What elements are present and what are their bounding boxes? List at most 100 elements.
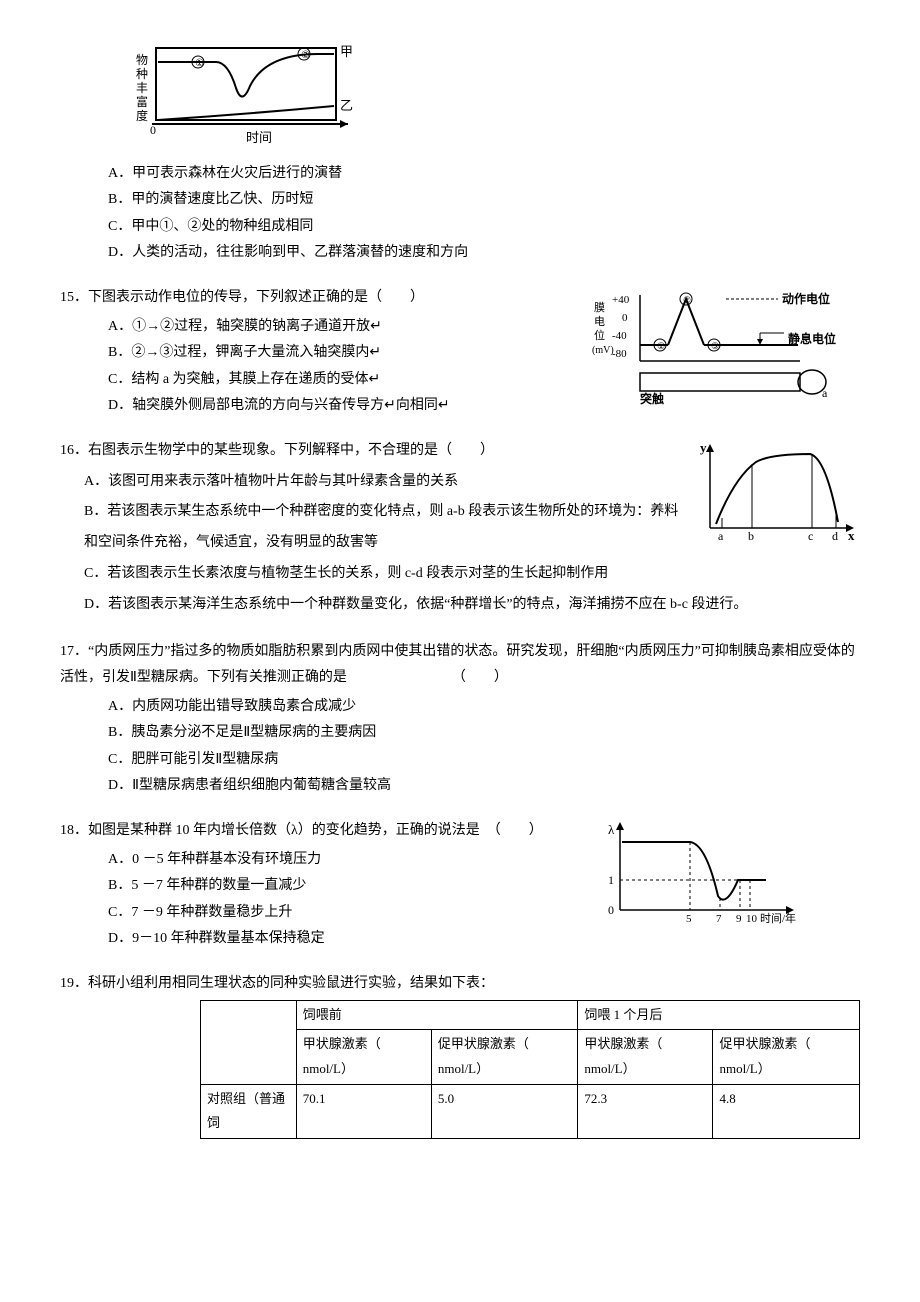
option-B-text: 5 －7 年种群的数量一直减少 bbox=[131, 878, 306, 893]
option-B: B．胰岛素分泌不足是Ⅱ型糖尿病的主要病因 bbox=[108, 720, 860, 747]
y-axis-label: 物 bbox=[136, 53, 148, 67]
question-15: +40 0 -40 -80 膜 电 位 (mV) ① ② ③ 动作电位 静息电位… bbox=[60, 285, 860, 420]
q16-stem-text: 右图表示生物学中的某些现象。下列解释中，不合理的是（ ） bbox=[88, 443, 494, 458]
q17-stem-text: “内质网压力”指过多的物质如脂肪积累到内质网中使其出错的状态。研究发现，肝细胞“… bbox=[60, 644, 855, 686]
svg-text:-80: -80 bbox=[612, 348, 627, 360]
svg-text:λ: λ bbox=[608, 822, 615, 837]
svg-text:(mV): (mV) bbox=[592, 345, 614, 356]
q19-stem: 19．科研小组利用相同生理状态的同种实验鼠进行实验，结果如下表： bbox=[60, 971, 860, 998]
option-A: A．甲可表示森林在火灾后进行的演替 bbox=[108, 161, 860, 188]
svg-text:b: b bbox=[748, 529, 754, 543]
option-A-text: 内质网功能出错导致胰岛素合成减少 bbox=[132, 699, 356, 714]
option-D-text: Ⅱ型糖尿病患者组织细胞内葡萄糖含量较高 bbox=[132, 778, 391, 793]
q16-figure: y x a b c d bbox=[690, 438, 860, 559]
svg-text:a: a bbox=[822, 386, 828, 400]
option-D-text: 若该图表示某海洋生态系统中一个种群数量变化，依据“种群增长”的特点，海洋捕捞不应… bbox=[108, 597, 747, 612]
row-head: 对照组（普通饲 bbox=[201, 1084, 297, 1138]
option-C-text: 结构 a 为突触，其膜上存在递质的受体↵ bbox=[131, 372, 380, 387]
q18-stem-text: 如图是某种群 10 年内增长倍数（λ）的变化趋势，正确的说法是 （ ） bbox=[88, 823, 543, 838]
svg-text:10: 10 bbox=[746, 913, 758, 925]
option-A: A．内质网功能出错导致胰岛素合成减少 bbox=[108, 694, 860, 721]
svg-text:动作电位: 动作电位 bbox=[782, 291, 830, 306]
option-B-text: 胰岛素分泌不足是Ⅱ型糖尿病的主要病因 bbox=[131, 725, 376, 740]
q17-stem: 17．“内质网压力”指过多的物质如脂肪积累到内质网中使其出错的状态。研究发现，肝… bbox=[60, 639, 860, 692]
blank-head bbox=[201, 1000, 297, 1084]
option-B-text: ②→③过程，钾离子大量流入轴突膜内↵ bbox=[131, 345, 381, 360]
option-B-text: 若该图表示某生态系统中一个种群密度的变化特点，则 a-b 段表示该生物所处的环境… bbox=[84, 504, 678, 550]
col-1: 促甲状腺激素（ nmol/L） bbox=[431, 1030, 577, 1084]
q14-options: A．甲可表示森林在火灾后进行的演替 B．甲的演替速度比乙快、历时短 C．甲中①、… bbox=[108, 161, 860, 267]
svg-text:1: 1 bbox=[608, 873, 614, 887]
option-A-text: ①→②过程，轴突膜的钠离子通道开放↵ bbox=[132, 319, 382, 334]
option-C-text: 甲中①、②处的物种组成相同 bbox=[131, 219, 313, 234]
svg-text:③: ③ bbox=[711, 341, 719, 351]
q19-table: 饲喂前 饲喂 1 个月后 甲状腺激素（ nmol/L） 促甲状腺激素（ nmol… bbox=[200, 1000, 860, 1139]
svg-text:0: 0 bbox=[150, 123, 156, 137]
svg-text:甲: 甲 bbox=[340, 44, 353, 59]
svg-text:突触: 突触 bbox=[640, 391, 664, 405]
q19-stem-text: 科研小组利用相同生理状态的同种实验鼠进行实验，结果如下表： bbox=[88, 976, 494, 991]
svg-text:静息电位: 静息电位 bbox=[788, 331, 836, 346]
svg-text:①: ① bbox=[195, 58, 204, 69]
svg-text:②: ② bbox=[301, 50, 310, 61]
col-0: 甲状腺激素（ nmol/L） bbox=[296, 1030, 431, 1084]
cell-1: 5.0 bbox=[431, 1084, 577, 1138]
svg-text:乙: 乙 bbox=[340, 98, 353, 113]
col-2: 甲状腺激素（ nmol/L） bbox=[578, 1030, 713, 1084]
svg-text:+40: +40 bbox=[612, 294, 630, 306]
q15-figure: +40 0 -40 -80 膜 电 位 (mV) ① ② ③ 动作电位 静息电位… bbox=[590, 285, 860, 416]
option-A-text: 甲可表示森林在火灾后进行的演替 bbox=[132, 166, 342, 181]
svg-text:y: y bbox=[700, 440, 707, 455]
svg-text:电: 电 bbox=[594, 315, 605, 328]
svg-text:丰: 丰 bbox=[136, 81, 148, 95]
svg-text:种: 种 bbox=[136, 67, 148, 81]
option-D: D．人类的活动，往往影响到甲、乙群落演替的速度和方向 bbox=[108, 240, 860, 267]
option-C-text: 7 －9 年种群数量稳步上升 bbox=[131, 905, 292, 920]
option-C: C．肥胖可能引发Ⅱ型糖尿病 bbox=[108, 747, 860, 774]
cell-0: 70.1 bbox=[296, 1084, 431, 1138]
svg-text:0: 0 bbox=[622, 312, 628, 324]
option-C: C．若该图表示生长素浓度与植物茎生长的关系，则 c-d 段表示对茎的生长起抑制作… bbox=[84, 559, 860, 590]
q17-options: A．内质网功能出错导致胰岛素合成减少 B．胰岛素分泌不足是Ⅱ型糖尿病的主要病因 … bbox=[108, 694, 860, 800]
svg-text:-40: -40 bbox=[612, 330, 627, 342]
q15-stem-text: 下图表示动作电位的传导，下列叙述正确的是（ ） bbox=[88, 290, 424, 305]
q18-figure: λ 1 0 5 7 9 10 时间/年 bbox=[590, 818, 800, 939]
table-head-row: 甲状腺激素（ nmol/L） 促甲状腺激素（ nmol/L） 甲状腺激素（ nm… bbox=[201, 1030, 860, 1084]
svg-text:位: 位 bbox=[594, 328, 605, 342]
svg-text:度: 度 bbox=[136, 108, 148, 123]
head-after: 饲喂 1 个月后 bbox=[578, 1000, 860, 1030]
option-D-text: 人类的活动，往往影响到甲、乙群落演替的速度和方向 bbox=[132, 245, 468, 260]
svg-text:时间/年: 时间/年 bbox=[760, 911, 796, 925]
option-D: D．Ⅱ型糖尿病患者组织细胞内葡萄糖含量较高 bbox=[108, 773, 860, 800]
svg-text:7: 7 bbox=[716, 913, 722, 925]
cell-2: 72.3 bbox=[578, 1084, 713, 1138]
svg-text:x: x bbox=[848, 528, 855, 543]
option-D: D．若该图表示某海洋生态系统中一个种群数量变化，依据“种群增长”的特点，海洋捕捞… bbox=[84, 590, 860, 621]
head-before: 饲喂前 bbox=[296, 1000, 578, 1030]
svg-text:0: 0 bbox=[608, 903, 614, 917]
q14-figure: 时间 物 种 丰 富 度 0 ① ② 甲 乙 bbox=[108, 40, 860, 161]
svg-text:富: 富 bbox=[136, 94, 148, 109]
option-D-text: 轴突膜外侧局部电流的方向与兴奋传导方↵向相同↵ bbox=[132, 398, 449, 413]
svg-text:②: ② bbox=[683, 295, 691, 305]
option-B: B．甲的演替速度比乙快、历时短 bbox=[108, 187, 860, 214]
question-19: 19．科研小组利用相同生理状态的同种实验鼠进行实验，结果如下表： 饲喂前 饲喂 … bbox=[60, 971, 860, 1139]
question-16: y x a b c d 16．右图表示生物学中的某些现象。下列解释中，不合理的是… bbox=[60, 438, 860, 621]
svg-text:9: 9 bbox=[736, 913, 742, 925]
svg-text:①: ① bbox=[657, 341, 665, 351]
option-A-text: 该图可用来表示落叶植物叶片年龄与其叶绿素含量的关系 bbox=[108, 474, 458, 489]
table-head-group-row: 饲喂前 饲喂 1 个月后 bbox=[201, 1000, 860, 1030]
question-14: 时间 物 种 丰 富 度 0 ① ② 甲 乙 A．甲可表示森林在火灾后进行的演替… bbox=[60, 40, 860, 267]
option-C-text: 肥胖可能引发Ⅱ型糖尿病 bbox=[131, 752, 278, 767]
option-C-text: 若该图表示生长素浓度与植物茎生长的关系，则 c-d 段表示对茎的生长起抑制作用 bbox=[107, 566, 608, 581]
svg-text:5: 5 bbox=[686, 913, 692, 925]
option-C: C．甲中①、②处的物种组成相同 bbox=[108, 214, 860, 241]
option-A-text: 0 －5 年种群基本没有环境压力 bbox=[132, 852, 321, 867]
svg-text:a: a bbox=[718, 529, 724, 543]
question-17: 17．“内质网压力”指过多的物质如脂肪积累到内质网中使其出错的状态。研究发现，肝… bbox=[60, 639, 860, 801]
option-B-text: 甲的演替速度比乙快、历时短 bbox=[131, 192, 313, 207]
option-D-text: 9－10 年种群数量基本保持稳定 bbox=[132, 931, 325, 946]
x-axis-label: 时间 bbox=[246, 130, 272, 145]
svg-text:膜: 膜 bbox=[594, 301, 605, 314]
question-18: λ 1 0 5 7 9 10 时间/年 18．如图是某种群 10 年内增长倍数（… bbox=[60, 818, 860, 953]
